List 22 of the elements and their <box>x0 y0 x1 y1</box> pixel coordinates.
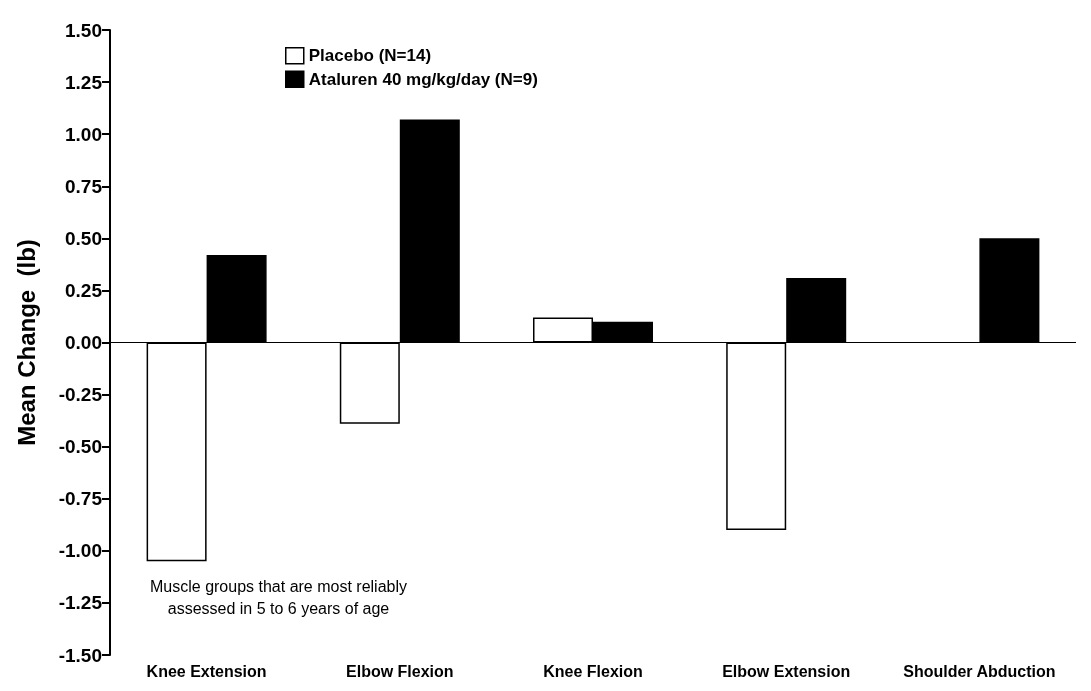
y-tick-label: 0.75 <box>65 175 103 197</box>
x-tick-label: Elbow Flexion <box>346 662 454 680</box>
x-tick-label: Knee Flexion <box>543 662 643 680</box>
legend-label: Ataluren 40 mg/kg/day (N=9) <box>308 69 538 89</box>
annotation: Muscle groups that are most reliably assessed in 5 to 6 years of age <box>150 577 407 617</box>
legend-label: Placebo (N=14) <box>308 46 432 66</box>
y-tick-label: -1.00 <box>58 540 102 562</box>
y-tick-label: -1.50 <box>58 644 102 666</box>
y-tick-label: 1.25 <box>65 71 103 93</box>
y-tick-label: -0.50 <box>58 436 102 458</box>
x-tick-label: Elbow Extension <box>722 662 851 680</box>
y-axis-title: Mean Change (lb) <box>12 239 40 446</box>
y-tick-label: 0.25 <box>65 279 103 301</box>
y-tick-label: -1.25 <box>58 592 103 614</box>
y-tick-label: -0.25 <box>58 384 103 406</box>
y-tick-label: -0.75 <box>58 488 103 510</box>
y-tick-label: 1.50 <box>65 19 102 41</box>
x-tick-label: Knee Extension <box>146 662 267 680</box>
y-tick-label: 1.00 <box>65 123 102 145</box>
x-tick-label: Shoulder Abduction <box>903 662 1056 680</box>
y-tick-label: 0.00 <box>65 332 102 353</box>
y-tick-label: 0.50 <box>65 227 102 249</box>
